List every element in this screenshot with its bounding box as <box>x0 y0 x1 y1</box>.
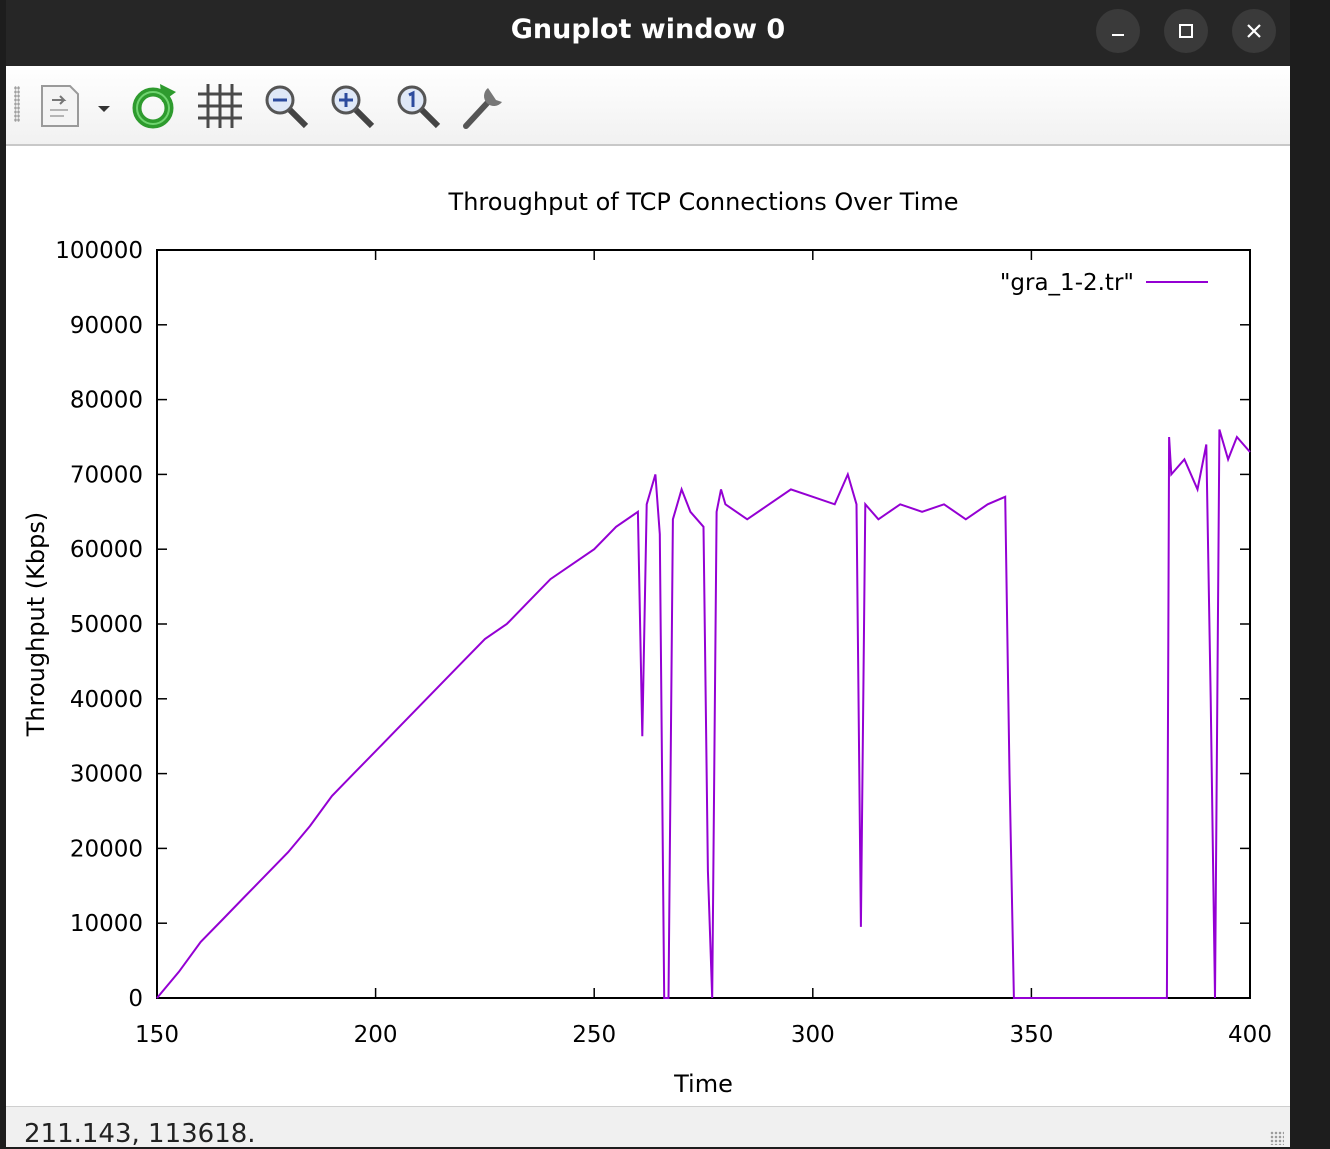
settings-button[interactable] <box>456 78 512 134</box>
resize-grip[interactable] <box>1270 1131 1284 1145</box>
y-tick-label: 30000 <box>70 762 143 788</box>
y-tick-label: 10000 <box>70 911 143 937</box>
zoom-reset-button[interactable] <box>390 78 446 134</box>
maximize-button[interactable] <box>1164 9 1208 53</box>
plot-frame <box>156 249 1251 999</box>
series-line <box>156 429 1251 999</box>
y-tick-label: 40000 <box>70 687 143 713</box>
export-button[interactable] <box>34 78 90 134</box>
zoom-in-icon <box>331 85 375 129</box>
y-tick-label: 90000 <box>70 313 143 339</box>
cursor-coordinates: 211.143, 113618. <box>24 1119 256 1149</box>
x-tick-label: 300 <box>791 1022 835 1048</box>
y-tick-label: 0 <box>128 986 143 1012</box>
export-icon <box>41 85 79 127</box>
minimize-button[interactable] <box>1096 9 1140 53</box>
x-tick-label: 250 <box>572 1022 616 1048</box>
y-axis-label: Throughput (Kbps) <box>22 512 50 737</box>
x-tick-label: 400 <box>1228 1022 1272 1048</box>
dropdown-arrow-icon <box>98 106 110 112</box>
x-tick-label: 150 <box>135 1022 179 1048</box>
replot-icon <box>132 84 176 129</box>
settings-wrench-icon <box>463 88 502 129</box>
plot-area[interactable]: Throughput of TCP Connections Over Time 1… <box>6 146 1290 1106</box>
status-bar: 211.143, 113618. <box>6 1106 1290 1149</box>
close-icon <box>1247 24 1261 38</box>
maximize-icon <box>1179 24 1193 38</box>
x-tick-label: 200 <box>354 1022 398 1048</box>
close-button[interactable] <box>1232 9 1276 53</box>
export-dropdown-button[interactable] <box>92 78 116 134</box>
throughput-chart: Throughput of TCP Connections Over Time 1… <box>22 188 1272 1098</box>
gnuplot-window: Gnuplot window 0 <box>6 0 1290 1149</box>
y-tick-label: 50000 <box>70 612 143 638</box>
title-bar: Gnuplot window 0 <box>6 0 1290 66</box>
y-tick-label: 70000 <box>70 462 143 488</box>
y-tick-label: 20000 <box>70 836 143 862</box>
toolbar <box>6 66 1290 146</box>
legend-label: "gra_1-2.tr" <box>1000 270 1134 296</box>
y-tick-label: 60000 <box>70 537 143 563</box>
grid-icon <box>198 84 242 128</box>
zoom-out-icon <box>265 85 309 129</box>
grid-button[interactable] <box>192 78 248 134</box>
zoom-reset-icon <box>397 85 441 129</box>
replot-button[interactable] <box>126 78 182 134</box>
toolbar-grip[interactable] <box>14 86 20 122</box>
zoom-in-button[interactable] <box>324 78 380 134</box>
x-axis-label: Time <box>673 1070 733 1098</box>
y-tick-label: 80000 <box>70 388 143 414</box>
window-title: Gnuplot window 0 <box>510 14 786 45</box>
minimize-icon <box>1112 34 1124 36</box>
x-tick-label: 350 <box>1009 1022 1053 1048</box>
chart-title: Throughput of TCP Connections Over Time <box>448 188 959 216</box>
zoom-out-button[interactable] <box>258 78 314 134</box>
y-tick-label: 100000 <box>55 238 143 264</box>
